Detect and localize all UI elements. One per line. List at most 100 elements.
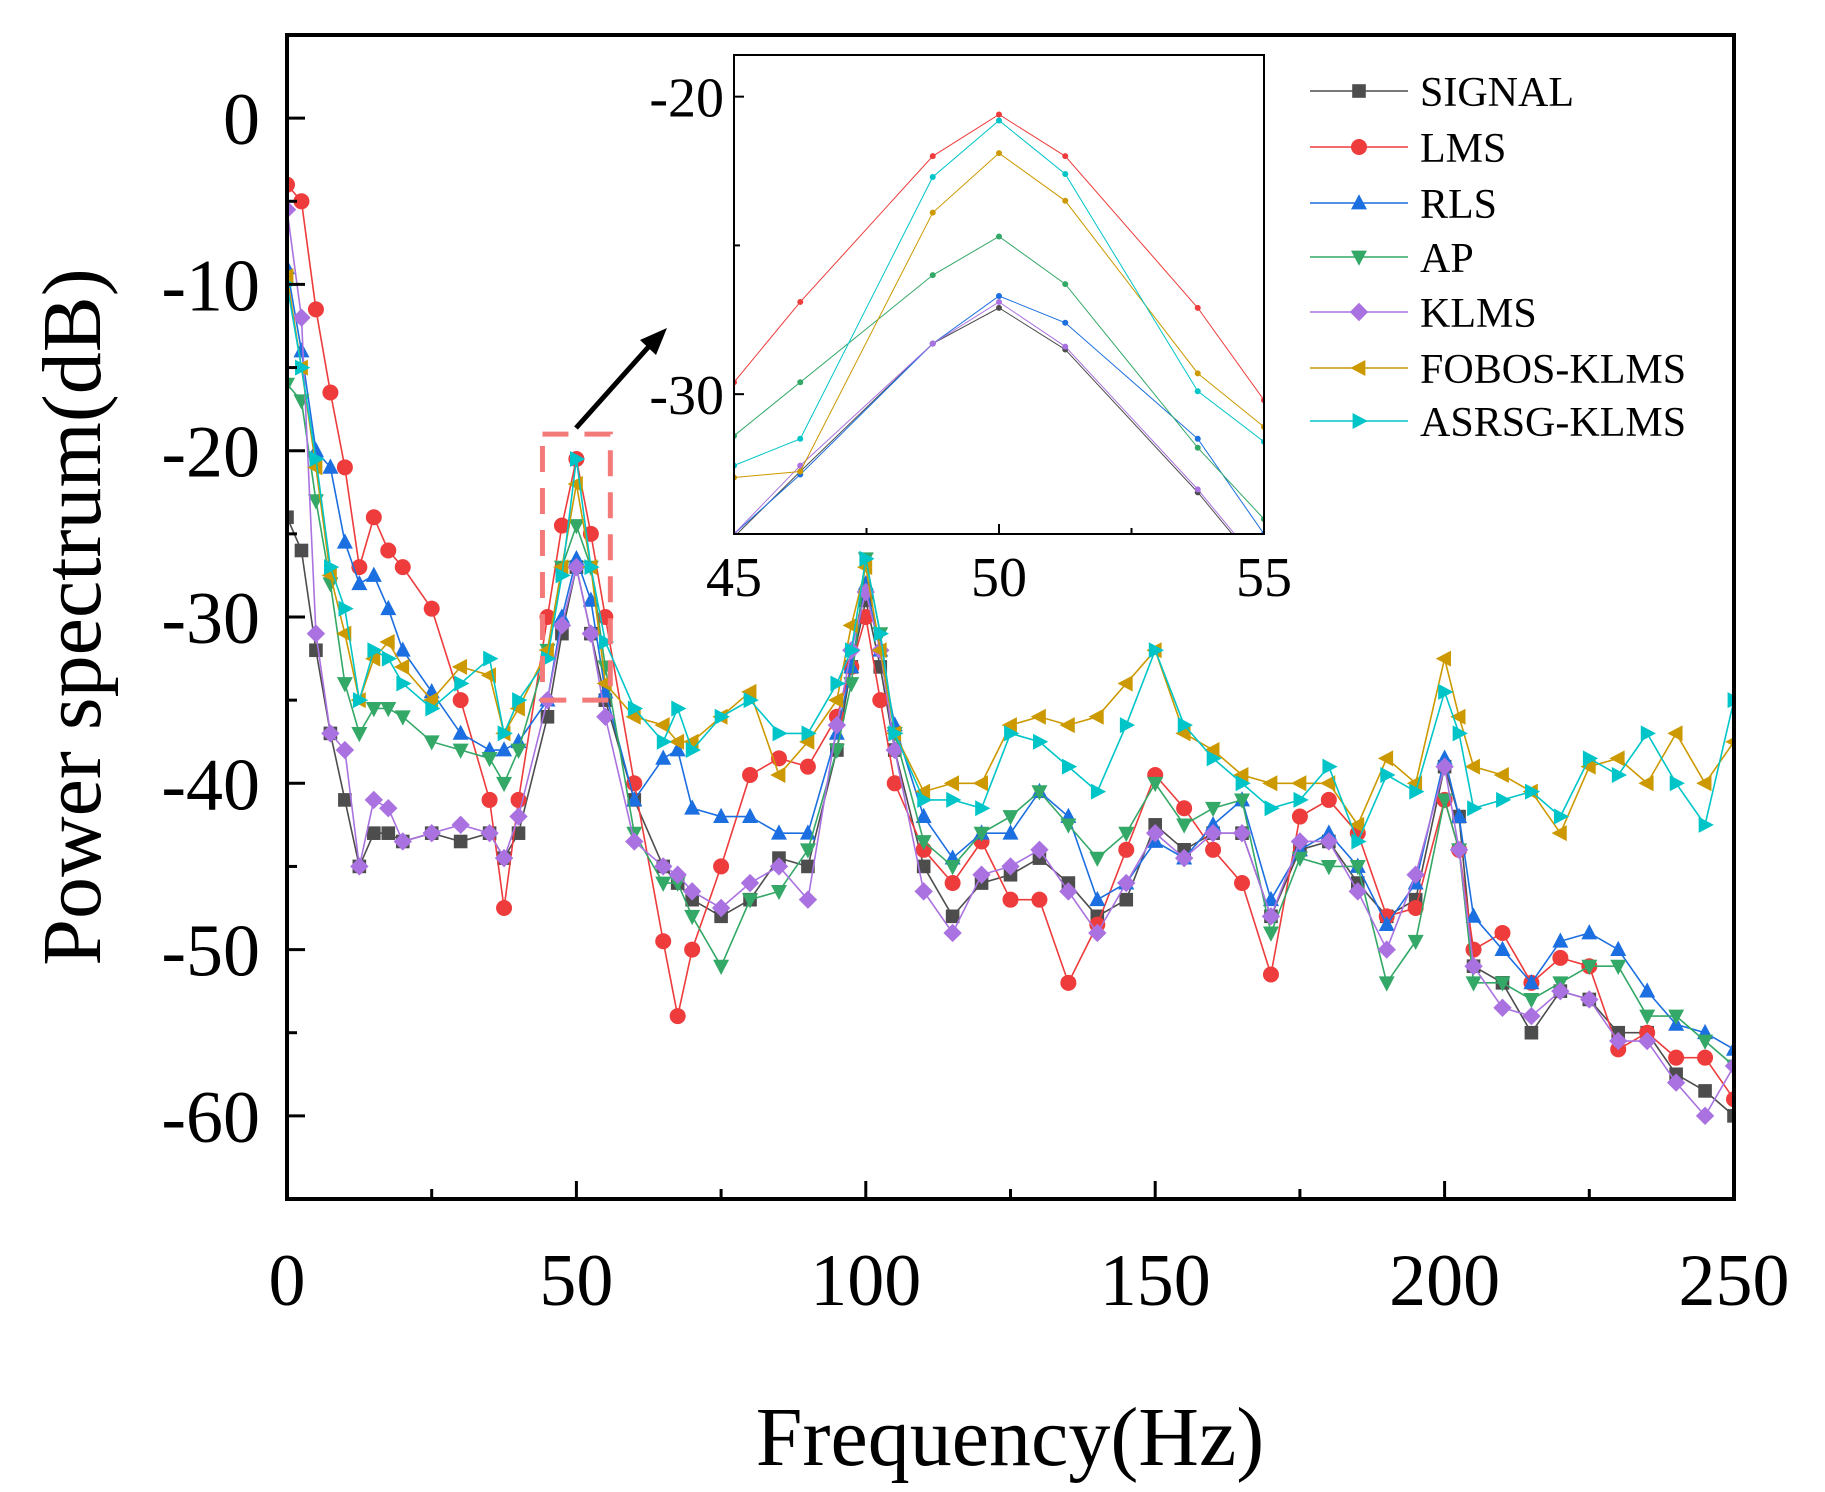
data-point [1205, 801, 1222, 818]
data-point [1436, 793, 1453, 809]
data-point [886, 775, 903, 792]
legend-label: KLMS [1420, 291, 1537, 337]
inset-data-point [1062, 171, 1069, 178]
data-point [307, 301, 324, 318]
data-point [1639, 982, 1656, 998]
data-point [1666, 1073, 1686, 1092]
data-point [483, 650, 499, 667]
legend-item-klms: KLMS [1310, 291, 1537, 337]
inset-series-fobos-klms [734, 150, 1264, 481]
data-point [1174, 848, 1194, 868]
data-point [1089, 890, 1106, 907]
inset-data-point [996, 117, 1002, 124]
data-point [1290, 832, 1310, 851]
data-point [1494, 924, 1511, 941]
data-point [335, 740, 355, 760]
data-point [1377, 750, 1394, 767]
data-point [1291, 851, 1308, 867]
data-point [1494, 976, 1511, 992]
inset-data-point [797, 462, 804, 469]
data-point [423, 600, 440, 617]
data-point [1117, 675, 1133, 692]
data-point [743, 692, 759, 709]
data-point [1638, 775, 1654, 792]
data-point [945, 909, 960, 924]
inset-plot: 45 50 55 -20 -30 [649, 54, 1292, 609]
legend-item-rls: RLS [1310, 182, 1497, 228]
data-point [1465, 976, 1482, 992]
data-point [393, 832, 412, 851]
data-point [683, 733, 699, 750]
data-point [682, 882, 702, 901]
x-tick-label: 150 [1100, 1240, 1211, 1322]
data-point [1406, 865, 1425, 884]
data-point [671, 700, 687, 717]
data-point [1176, 800, 1193, 817]
inset-x-tick-label: 45 [706, 547, 762, 609]
y-tick-label: -20 [161, 412, 260, 494]
inset-data-point [1062, 197, 1069, 204]
data-point [843, 677, 860, 693]
data-point [1407, 934, 1424, 951]
data-point [627, 700, 644, 717]
data-point [740, 873, 760, 893]
data-point [1552, 932, 1569, 948]
data-point [1293, 791, 1309, 808]
data-point [946, 791, 962, 808]
data-point [1060, 818, 1077, 834]
data-point [1234, 793, 1251, 809]
data-point [1551, 981, 1570, 1001]
data-point [713, 959, 730, 975]
data-point [598, 633, 615, 650]
data-point [669, 741, 686, 757]
data-point [1407, 900, 1424, 916]
data-point [1581, 959, 1598, 975]
inset-data-point [929, 340, 936, 347]
inset-data-point [1062, 319, 1069, 326]
data-point [1438, 683, 1454, 700]
data-point [1322, 758, 1338, 775]
data-point [494, 848, 514, 868]
zoom-indicator [539, 328, 667, 703]
data-point [351, 574, 368, 591]
data-point [596, 707, 615, 726]
data-point [1610, 959, 1627, 975]
data-point [668, 733, 685, 750]
data-point [769, 857, 789, 876]
data-point [770, 884, 787, 901]
data-point [742, 766, 759, 783]
data-point [1695, 1106, 1715, 1126]
data-point [1119, 717, 1136, 734]
data-point [336, 459, 353, 476]
data-point [365, 566, 382, 582]
data-point [1494, 940, 1511, 956]
x-tick-label: 50 [539, 1240, 613, 1322]
legend-item-ap: AP [1310, 236, 1474, 282]
data-point [1465, 941, 1482, 958]
data-point [365, 509, 382, 526]
inset-data-point [996, 233, 1002, 240]
data-point [1496, 791, 1512, 808]
data-point [943, 775, 960, 792]
legend-item-signal: SIGNAL [1310, 70, 1574, 116]
data-point [655, 749, 672, 765]
data-point [799, 843, 816, 859]
data-point [1522, 1006, 1541, 1026]
data-point [770, 824, 787, 840]
data-point [1523, 974, 1540, 990]
data-point [1262, 890, 1279, 907]
data-point [1089, 851, 1106, 867]
inset-data-point [1062, 343, 1069, 350]
data-point [1291, 808, 1308, 825]
inset-data-point [797, 379, 804, 386]
series-asrsg-klms [287, 279, 1734, 850]
inset-data-point [1194, 486, 1201, 493]
data-point [1002, 810, 1019, 826]
inset-y-tick-label: -20 [649, 68, 724, 130]
data-point [1698, 1084, 1712, 1098]
data-point [306, 624, 326, 643]
inset-data-point [797, 435, 804, 442]
data-point [1177, 717, 1193, 734]
series-line [287, 284, 1734, 844]
